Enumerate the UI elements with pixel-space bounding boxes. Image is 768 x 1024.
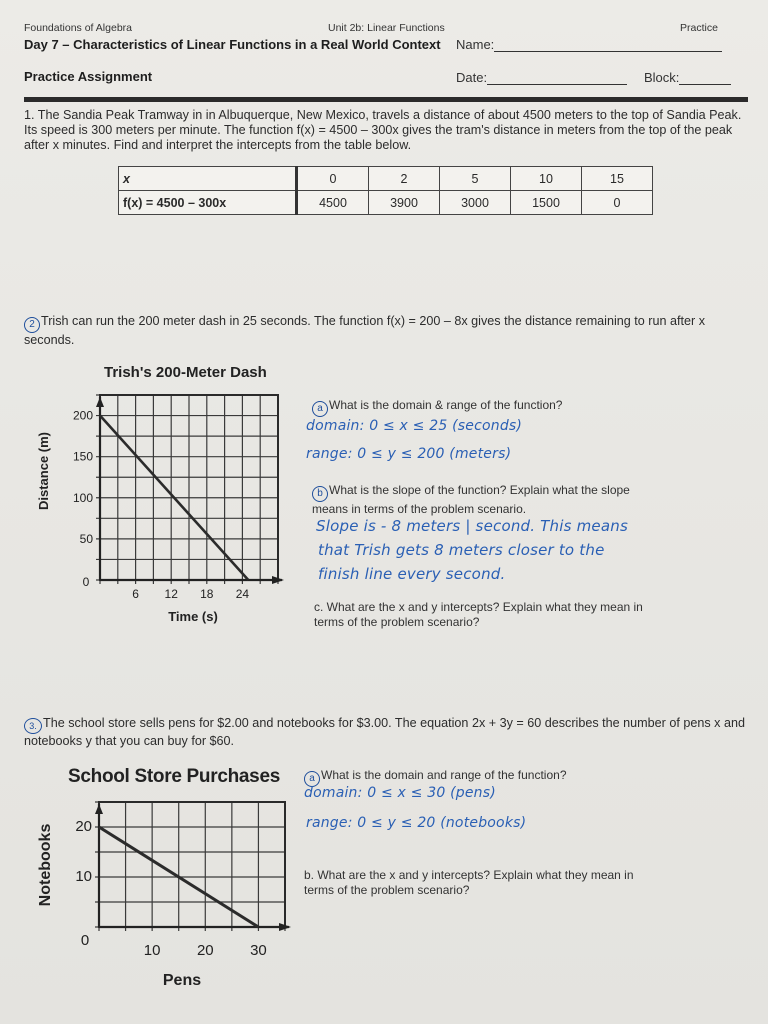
unit-name: Unit 2b: Linear Functions	[328, 22, 445, 34]
q3a-answer-domain: domain: 0 ≤ x ≤ 30 (pens)	[304, 785, 496, 801]
svg-text:20: 20	[75, 818, 92, 835]
date-label: Date:	[456, 70, 488, 85]
chart-1-xlabel: Time (s)	[168, 609, 218, 624]
chart-1-grid: 6 12 18 24 50 100 150 200 0	[73, 394, 284, 601]
chart-2-school-store: 10 20 30 10 20 0 Notebooks Pens	[37, 801, 291, 989]
date-blank[interactable]	[487, 72, 628, 85]
svg-text:12: 12	[165, 587, 179, 601]
svg-text:0: 0	[83, 575, 90, 589]
problem-2-body: Trish can run the 200 meter dash in 25 s…	[24, 314, 705, 347]
svg-text:0: 0	[81, 932, 89, 949]
q2c-question: c. What are the x and y intercepts? Expl…	[314, 600, 643, 629]
q2b-answer-line1: Slope is - 8 meters | second. This means	[316, 517, 628, 535]
svg-text:18: 18	[200, 587, 214, 601]
table-cell: 0	[581, 190, 653, 215]
letter-circle: a	[304, 771, 320, 787]
q2b-question: b What is the slope of the function? Expl…	[312, 483, 630, 516]
table-cell: 3900	[368, 190, 440, 215]
svg-text:30: 30	[250, 942, 267, 959]
table-cell: 0	[296, 166, 369, 191]
block-field[interactable]: Block:	[644, 70, 732, 85]
row-header-x: x	[118, 166, 298, 191]
date-field[interactable]: Date:	[456, 70, 628, 85]
chart-2-grid: 10 20 30 10 20 0	[75, 801, 291, 959]
svg-text:100: 100	[73, 491, 93, 505]
chart-1-trish-dash: 6 12 18 24 50 100 150 200 0 Distance (m) Time (s…	[36, 394, 284, 624]
table-row-x: x 0 2 5 10 15	[118, 166, 653, 191]
problem-1-text: 1. The Sandia Peak Tramway in in Albuque…	[24, 108, 742, 152]
table-cell: 10	[510, 166, 582, 191]
chart-2-ylabel: Notebooks	[37, 824, 54, 907]
name-label: Name:	[456, 37, 495, 52]
problem-2-text: 2 Trish can run the 200 meter dash in 25 …	[24, 314, 744, 348]
svg-text:10: 10	[75, 868, 92, 885]
svg-text:200: 200	[73, 409, 93, 423]
worksheet-type: Practice	[680, 22, 718, 34]
q3a-question: a What is the domain and range of the fun…	[304, 768, 567, 787]
chart-2-xlabel: Pens	[163, 972, 201, 989]
problem-number-circle: 3.	[24, 718, 42, 734]
block-blank[interactable]	[679, 72, 732, 85]
table-cell: 3000	[439, 190, 511, 215]
svg-text:150: 150	[73, 450, 93, 464]
name-blank[interactable]	[494, 39, 723, 52]
worksheet-title: Day 7 – Characteristics of Linear Functi…	[24, 37, 441, 52]
chart-1-title: Trish's 200-Meter Dash	[104, 364, 267, 381]
svg-text:24: 24	[236, 587, 250, 601]
chart-1-ylabel: Distance (m)	[36, 432, 51, 510]
chart-2-title: School Store Purchases	[68, 766, 280, 787]
svg-text:20: 20	[197, 942, 214, 959]
problem-1-table: x 0 2 5 10 15 f(x) = 4500 – 300x 4500 39…	[118, 166, 653, 215]
course-name: Foundations of Algebra	[24, 22, 132, 34]
svg-text:6: 6	[132, 587, 139, 601]
problem-number-circle: 2	[24, 317, 40, 333]
table-cell: 1500	[510, 190, 582, 215]
problem-3-text: 3. The school store sells pens for $2.00 …	[24, 716, 754, 749]
row-header-fx: f(x) = 4500 – 300x	[118, 190, 298, 215]
block-label: Block:	[644, 70, 680, 85]
table-cell: 4500	[296, 190, 369, 215]
table-cell: 15	[581, 166, 653, 191]
table-cell: 5	[439, 166, 511, 191]
header-divider	[24, 97, 748, 102]
letter-circle: b	[312, 486, 328, 502]
svg-text:50: 50	[80, 532, 94, 546]
assignment-label: Practice Assignment	[24, 69, 153, 84]
q3a-answer-range: range: 0 ≤ y ≤ 20 (notebooks)	[306, 815, 527, 831]
letter-circle: a	[312, 401, 328, 417]
q2a-answer-domain: domain: 0 ≤ x ≤ 25 (seconds)	[306, 418, 523, 434]
q2b-answer-line3: finish line every second.	[318, 565, 506, 583]
name-field[interactable]: Name:	[456, 37, 723, 52]
table-cell: 2	[368, 166, 440, 191]
q2a-answer-range: range: 0 ≤ y ≤ 200 (meters)	[306, 446, 512, 462]
q3b-question: b. What are the x and y intercepts? Expl…	[304, 868, 634, 897]
q2b-answer-line2: that Trish gets 8 meters closer to the	[318, 541, 605, 559]
problem-3-body: The school store sells pens for $2.00 an…	[24, 716, 745, 748]
svg-text:10: 10	[144, 942, 161, 959]
q2a-question: a What is the domain & range of the funct…	[312, 398, 562, 417]
table-row-fx: f(x) = 4500 – 300x 4500 3900 3000 1500 0	[118, 190, 653, 215]
